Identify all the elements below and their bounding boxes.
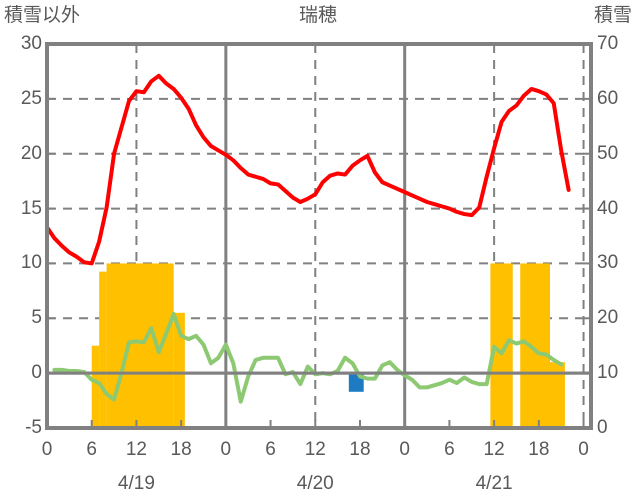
right-axis-unit-label: 積雪 [593,5,632,26]
y-axis-right-tick-label: 50 [597,142,619,164]
x-axis-tick-label: 18 [528,439,550,460]
x-axis-tick-label: 0 [41,439,53,460]
x-axis-tick-label: 0 [220,439,232,460]
x-axis-tick-label: 0 [578,439,589,460]
precipitation-bar [550,362,565,428]
precipitation-bar [106,263,174,428]
precipitation-bar [490,263,513,428]
x-axis-tick-label: 6 [444,439,455,460]
y-axis-right-tick-label: 70 [597,33,619,54]
y-axis-left-tick-label: 15 [20,197,42,219]
y-axis-right-tick-label: 30 [597,252,619,274]
y-axis-right-tick-label: 60 [597,87,619,109]
red-line [45,73,571,266]
y-axis-left-tick-label: 5 [31,307,42,329]
x-axis-day-label: 4/19 [117,473,155,494]
precipitation-bar [99,271,107,428]
y-axis-left-tick-label: 20 [20,142,42,164]
precipitation-bar [173,312,185,428]
x-axis-tick-label: 6 [265,439,276,460]
y-axis-left-tick-label: 0 [31,362,42,384]
y-axis-left-tick-label: -5 [25,417,42,438]
axis-frame [45,42,593,430]
y-axis-left-tick-label: 25 [20,87,42,109]
y-axis-left-tick-label: 10 [20,252,42,274]
x-axis-day-label: 4/21 [475,473,513,494]
x-axis-tick-label: 18 [349,439,371,460]
x-axis-tick-label: 12 [304,439,326,460]
x-axis-tick-label: 18 [170,439,192,460]
y-axis-right-tick-label: 20 [597,307,619,329]
bar-series-layer [91,263,565,428]
chart-title: 瑞穂 [298,5,337,26]
x-axis-tick-label: 0 [399,439,410,460]
y-axis-left-tick-label: 30 [20,33,42,54]
x-axis-tick-label: 12 [125,439,147,460]
x-axis-day-label: 4/20 [296,473,334,494]
precipitation-bar [91,345,100,428]
plot-frame [45,42,593,430]
line-series-layer [45,73,571,404]
y-axis-right-tick-label: 0 [597,417,608,438]
y-axis-right-tick-label: 10 [597,362,619,384]
x-axis-tick-label: 6 [86,439,97,460]
axis-tick-marks [46,43,591,429]
left-axis-unit-label: 積雪以外 [4,5,81,26]
x-axis-tick-label: 12 [483,439,505,460]
green-line [52,311,564,404]
precipitation-bar [520,263,551,428]
y-axis-right-tick-label: 40 [597,197,619,219]
